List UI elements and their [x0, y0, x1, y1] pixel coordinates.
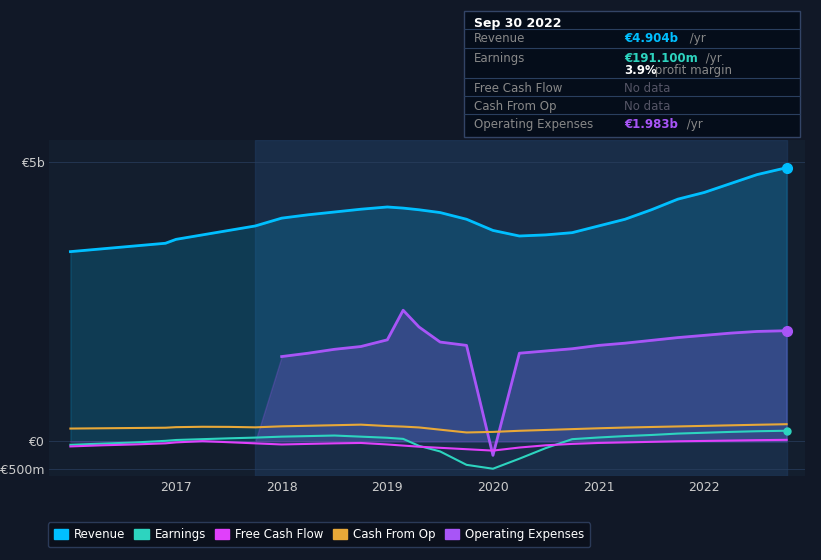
Text: profit margin: profit margin	[651, 64, 732, 77]
Text: €191.100m: €191.100m	[624, 52, 698, 64]
Text: Sep 30 2022: Sep 30 2022	[474, 17, 562, 30]
Text: €4.904b: €4.904b	[624, 32, 678, 45]
Text: Operating Expenses: Operating Expenses	[474, 118, 593, 130]
Text: Cash From Op: Cash From Op	[474, 100, 556, 113]
Text: €1.983b: €1.983b	[624, 118, 678, 130]
Text: /yr: /yr	[686, 32, 705, 45]
Text: Earnings: Earnings	[474, 52, 525, 64]
Text: /yr: /yr	[702, 52, 722, 64]
Text: /yr: /yr	[683, 118, 703, 130]
Text: Free Cash Flow: Free Cash Flow	[474, 82, 562, 95]
Text: Revenue: Revenue	[474, 32, 525, 45]
Legend: Revenue, Earnings, Free Cash Flow, Cash From Op, Operating Expenses: Revenue, Earnings, Free Cash Flow, Cash …	[48, 522, 590, 547]
Bar	[255, 140, 787, 476]
Text: No data: No data	[624, 82, 670, 95]
Text: No data: No data	[624, 100, 670, 113]
Text: 3.9%: 3.9%	[624, 64, 657, 77]
